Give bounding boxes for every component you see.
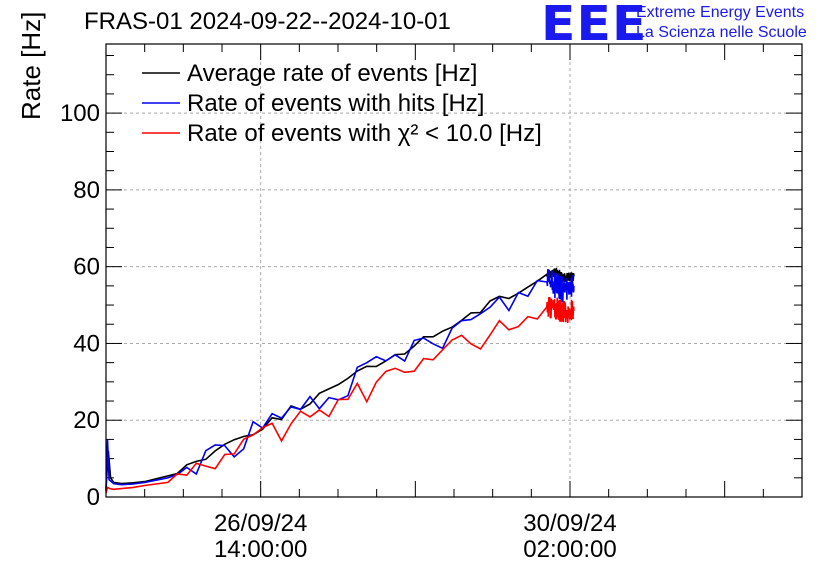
- logo-line-2: La Scienza nelle Scuole: [636, 24, 807, 41]
- y-tick-label: 20: [73, 407, 100, 434]
- x-tick-label-time: 02:00:00: [523, 536, 616, 563]
- chart-title: FRAS-01 2024-09-22--2024-10-01: [84, 8, 451, 35]
- x-tick-label-time: 14:00:00: [214, 536, 307, 563]
- y-axis-label: Rate [Hz]: [16, 11, 46, 120]
- y-tick-label: 0: [87, 484, 100, 511]
- x-tick-label-date: 30/09/24: [523, 510, 616, 537]
- plot-frame: [105, 43, 803, 498]
- logo-caption: Extreme Energy Events La Scienza nelle S…: [636, 3, 807, 43]
- eee-logo: EEE: [541, 0, 648, 52]
- series-line-0: [105, 267, 575, 490]
- series-line-2: [105, 296, 575, 494]
- y-tick-label: 80: [73, 177, 100, 204]
- y-tick-label: 60: [73, 254, 100, 281]
- y-tick-label: 100: [60, 100, 100, 127]
- y-tick-label: 40: [73, 330, 100, 357]
- legend-label-1: Rate of events with hits [Hz]: [187, 90, 484, 117]
- logo-line-1: Extreme Energy Events: [636, 4, 805, 21]
- legend-label-2: Rate of events with χ² < 10.0 [Hz]: [187, 120, 542, 147]
- series-line-1: [105, 269, 575, 492]
- legend-label-0: Average rate of events [Hz]: [187, 60, 477, 87]
- x-tick-label-date: 26/09/24: [214, 510, 307, 537]
